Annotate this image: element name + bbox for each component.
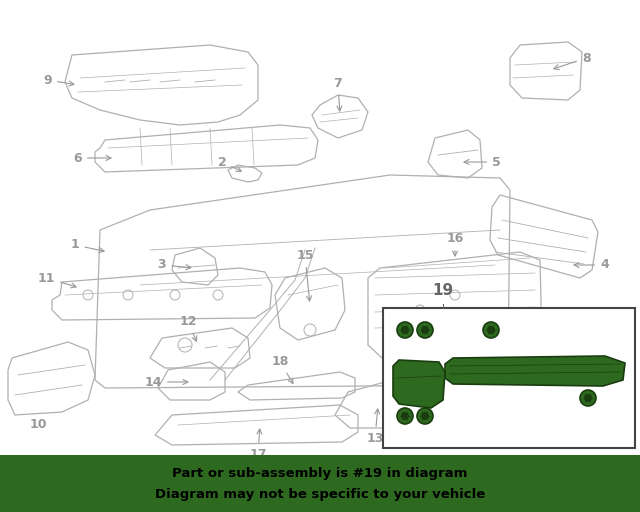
Text: 12: 12 xyxy=(179,315,196,342)
Text: 10: 10 xyxy=(29,418,47,431)
Circle shape xyxy=(417,322,433,338)
Text: 5: 5 xyxy=(464,156,500,168)
Text: 16: 16 xyxy=(446,232,464,256)
Bar xyxy=(383,308,635,448)
Circle shape xyxy=(422,413,429,419)
Text: Part or sub-assembly is #19 in diagram: Part or sub-assembly is #19 in diagram xyxy=(172,467,468,480)
Circle shape xyxy=(580,390,596,406)
Text: 17: 17 xyxy=(249,429,267,461)
Text: 6: 6 xyxy=(74,152,111,164)
Text: 14: 14 xyxy=(145,375,188,389)
Bar xyxy=(0,455,640,512)
Text: 13: 13 xyxy=(366,409,384,445)
Text: 19: 19 xyxy=(433,283,454,298)
Text: Diagram may not be specific to your vehicle: Diagram may not be specific to your vehi… xyxy=(155,488,485,501)
Circle shape xyxy=(401,327,408,333)
Text: 11: 11 xyxy=(38,271,76,288)
Polygon shape xyxy=(393,360,445,408)
Polygon shape xyxy=(445,356,625,386)
Circle shape xyxy=(422,327,429,333)
Circle shape xyxy=(397,408,413,424)
Circle shape xyxy=(483,322,499,338)
Text: 15: 15 xyxy=(296,249,314,301)
Text: 18: 18 xyxy=(271,355,293,383)
Text: 4: 4 xyxy=(574,259,609,271)
Text: 2: 2 xyxy=(218,156,241,172)
Text: 9: 9 xyxy=(44,74,74,87)
Circle shape xyxy=(417,408,433,424)
Circle shape xyxy=(584,395,591,401)
Text: 8: 8 xyxy=(554,52,591,70)
Text: 7: 7 xyxy=(333,77,342,111)
Text: 1: 1 xyxy=(70,239,104,252)
Circle shape xyxy=(397,322,413,338)
Circle shape xyxy=(401,413,408,419)
Circle shape xyxy=(488,327,495,333)
Text: 3: 3 xyxy=(157,259,191,271)
